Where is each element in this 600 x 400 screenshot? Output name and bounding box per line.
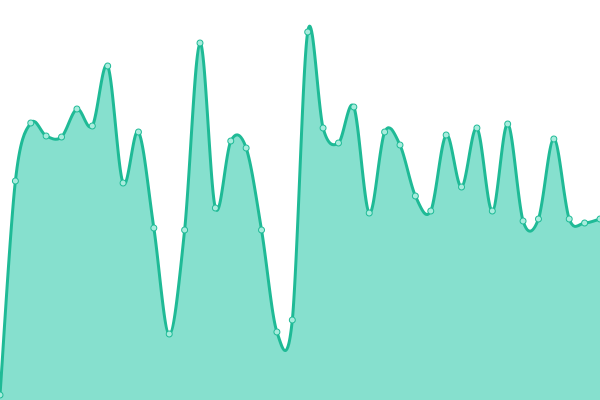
data-point <box>365 209 373 217</box>
area-fill <box>0 26 600 400</box>
data-point <box>227 137 235 145</box>
data-point <box>565 215 573 223</box>
data-point <box>119 179 127 187</box>
data-point <box>88 122 96 130</box>
data-point <box>242 144 250 152</box>
data-point <box>134 128 142 136</box>
data-point <box>73 105 81 113</box>
data-point <box>504 120 512 128</box>
data-point <box>596 215 600 223</box>
data-point <box>258 226 266 234</box>
data-point <box>334 139 342 147</box>
data-point <box>181 226 189 234</box>
data-point <box>11 177 19 185</box>
data-point <box>381 128 389 136</box>
data-point <box>442 131 450 139</box>
data-point <box>519 217 527 225</box>
data-point <box>150 224 158 232</box>
data-point <box>0 391 4 399</box>
data-point <box>427 207 435 215</box>
data-point <box>534 215 542 223</box>
data-point <box>550 135 558 143</box>
data-point <box>104 62 112 70</box>
data-point <box>350 103 358 111</box>
data-point <box>273 328 281 336</box>
data-point <box>319 124 327 132</box>
data-point <box>304 28 312 36</box>
data-point <box>288 316 296 324</box>
data-point <box>196 39 204 47</box>
data-point <box>473 124 481 132</box>
data-point <box>488 207 496 215</box>
data-point <box>581 219 589 227</box>
data-point <box>27 119 35 127</box>
data-point <box>58 133 66 141</box>
data-point <box>411 192 419 200</box>
data-point <box>211 204 219 212</box>
data-point <box>396 141 404 149</box>
data-point <box>42 132 50 140</box>
data-point <box>165 330 173 338</box>
data-point <box>458 183 466 191</box>
